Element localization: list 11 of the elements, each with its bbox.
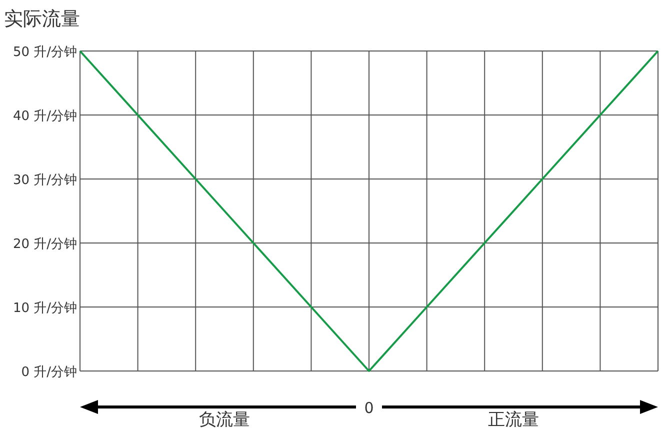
y-tick-label: 20 升/分钟: [12, 237, 77, 252]
y-tick-label: 50 升/分钟: [12, 45, 77, 60]
x-tick-label: 0: [364, 399, 374, 417]
y-tick-label: 10 升/分钟: [12, 301, 77, 316]
line-series: [79, 50, 659, 372]
text: 正流量: [488, 410, 539, 430]
y-tick-label: 0 升/分钟: [21, 365, 77, 380]
text: 负流量: [199, 410, 250, 430]
y-tick-label: 30 升/分钟: [12, 173, 77, 188]
y-tick-label: 40 升/分钟: [12, 109, 77, 124]
y-axis-title: 实际流量: [4, 8, 80, 30]
